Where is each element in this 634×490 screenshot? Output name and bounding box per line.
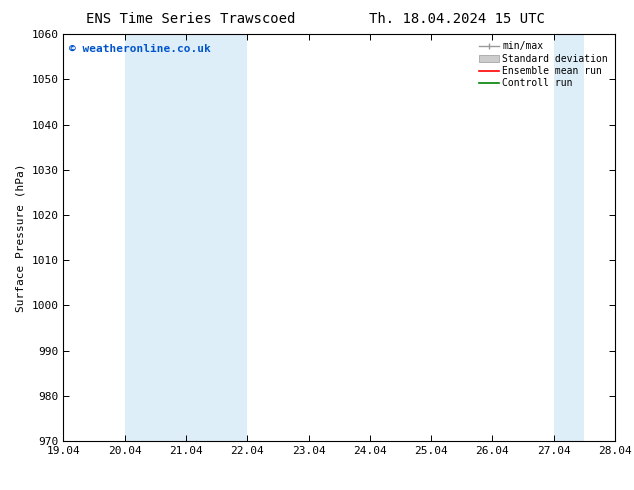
Legend: min/max, Standard deviation, Ensemble mean run, Controll run: min/max, Standard deviation, Ensemble me…	[477, 39, 610, 90]
Y-axis label: Surface Pressure (hPa): Surface Pressure (hPa)	[16, 163, 26, 312]
Bar	[615, 34, 633, 441]
Text: ENS Time Series Trawscoed: ENS Time Series Trawscoed	[86, 12, 295, 26]
Bar	[125, 34, 247, 441]
Bar	[553, 34, 585, 441]
Text: Th. 18.04.2024 15 UTC: Th. 18.04.2024 15 UTC	[368, 12, 545, 26]
Text: © weatheronline.co.uk: © weatheronline.co.uk	[69, 45, 210, 54]
